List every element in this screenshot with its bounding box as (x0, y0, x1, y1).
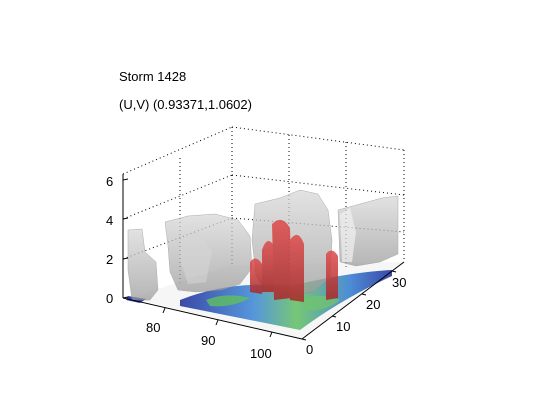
y-tick-label: 10 (336, 319, 350, 334)
chart-subtitle: (U,V) (0.93371,1.0602) (119, 97, 252, 112)
z-axis: 0 2 4 6 (106, 174, 129, 306)
y-axis: 0 10 20 30 (301, 270, 406, 357)
x-tick-label: 100 (250, 346, 272, 361)
y-tick-label: 30 (392, 275, 406, 290)
x-axis: 80 90 100 (146, 307, 273, 361)
x-tick-label: 90 (201, 333, 215, 348)
z-tick-label: 6 (106, 174, 113, 189)
z-tick-label: 2 (106, 252, 113, 267)
z-tick-label: 4 (106, 213, 113, 228)
isosurface-low (127, 189, 399, 301)
chart-title: Storm 1428 (119, 69, 187, 84)
y-tick-label: 20 (366, 297, 380, 312)
isosurface-high (250, 219, 338, 302)
y-tick-label: 0 (306, 342, 313, 357)
z-tick-label: 0 (106, 291, 113, 306)
x-tick-label: 80 (146, 320, 160, 335)
